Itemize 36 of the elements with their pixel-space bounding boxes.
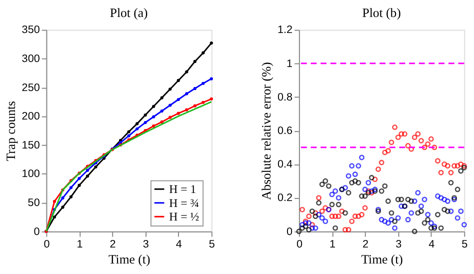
legend-label: H = ½ xyxy=(169,210,200,224)
legend-label: H = 1 xyxy=(169,182,196,196)
y-tick-label: 0.4 xyxy=(278,158,293,171)
x-tick-label: 3 xyxy=(142,238,149,251)
y-tick-label: 1 xyxy=(286,58,293,70)
y-tick-label: 0 xyxy=(286,226,293,238)
x-tick-label: 4 xyxy=(428,238,435,251)
y-tick-label: 250 xyxy=(22,82,40,94)
y-tick-label: 300 xyxy=(22,53,40,66)
y-tick-label: 0.2 xyxy=(278,192,293,204)
y-axis-title: Trap counts xyxy=(4,100,18,162)
legend-label: H = ¾ xyxy=(169,196,200,210)
y-tick-label: 0.8 xyxy=(278,91,293,104)
y-axis-title: Absolute relative error (%) xyxy=(260,62,274,200)
y-tick-label: 50 xyxy=(28,197,40,210)
x-tick-label: 1 xyxy=(76,238,83,251)
x-tick-label: 5 xyxy=(462,238,468,251)
x-tick-label: 5 xyxy=(208,238,215,251)
y-tick-label: 1.2 xyxy=(278,24,293,36)
x-tick-label: 0 xyxy=(44,238,50,251)
y-tick-label: 0 xyxy=(34,226,40,238)
x-axis-title: Time (t) xyxy=(108,252,150,266)
x-axis-title: Time (t) xyxy=(361,252,403,266)
chart-title: Plot (b) xyxy=(362,6,401,20)
x-tick-label: 4 xyxy=(176,238,182,251)
chart-title: Plot (a) xyxy=(110,6,148,20)
x-tick-label: 2 xyxy=(362,238,369,251)
y-tick-label: 0.6 xyxy=(278,125,293,138)
y-tick-label: 100 xyxy=(22,168,40,180)
x-tick-label: 3 xyxy=(396,238,402,251)
y-tick-label: 150 xyxy=(22,139,40,152)
y-tick-label: 200 xyxy=(22,110,40,123)
x-tick-label: 2 xyxy=(110,238,116,251)
x-tick-label: 1 xyxy=(329,238,336,251)
y-tick-label: 350 xyxy=(22,24,40,36)
x-tick-label: 0 xyxy=(296,238,302,251)
